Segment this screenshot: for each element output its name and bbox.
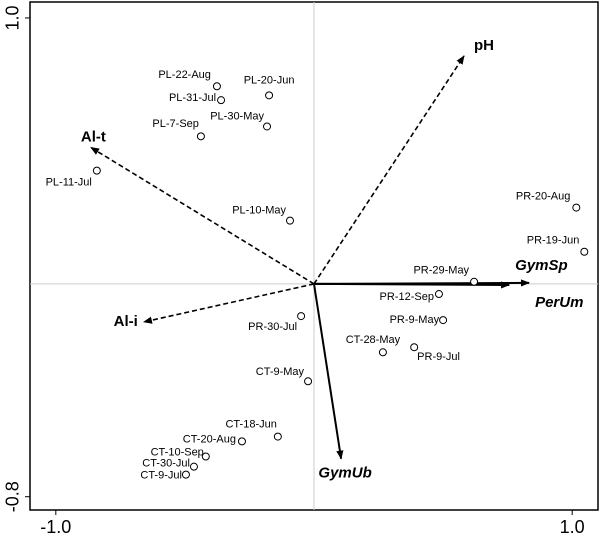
point-label: PR-9-Jul xyxy=(417,351,460,363)
point xyxy=(304,377,313,386)
point xyxy=(410,343,419,352)
point xyxy=(263,122,272,131)
point xyxy=(580,247,589,256)
point-label: PR-29-May xyxy=(413,265,469,277)
y-tick-label: 1.0 xyxy=(3,5,23,30)
arrow xyxy=(142,283,315,324)
point-label: CT-9-Jul xyxy=(140,470,182,482)
point xyxy=(273,432,282,441)
x-tick-label: -1.0 xyxy=(40,517,71,537)
point-label: PR-19-Jun xyxy=(527,235,580,247)
arrow-label: GymSp xyxy=(515,257,568,274)
point xyxy=(189,462,198,471)
x-tick-label: 1.0 xyxy=(560,517,585,537)
point-label: PL-10-May xyxy=(232,205,286,217)
point-label: CT-20-Aug xyxy=(183,433,236,445)
point xyxy=(92,166,101,175)
point xyxy=(217,96,226,105)
point-label: PL-22-Aug xyxy=(158,69,211,81)
point xyxy=(201,452,210,461)
arrow-label: Al-t xyxy=(81,128,106,145)
point xyxy=(181,470,190,479)
point-label: PR-30-Jul xyxy=(248,321,297,333)
arrow xyxy=(313,279,530,287)
point-label: PL-31-Jul xyxy=(169,92,216,104)
arrow xyxy=(313,283,344,460)
point-label: CT-10-Sep xyxy=(151,446,204,458)
point-label: PR-12-Sep xyxy=(380,291,434,303)
point xyxy=(285,216,294,225)
point-label: CT-28-May xyxy=(346,334,401,346)
point xyxy=(196,132,205,141)
point xyxy=(265,91,274,100)
point xyxy=(212,82,221,91)
point xyxy=(237,437,246,446)
arrow-label: Al-i xyxy=(114,313,138,330)
point xyxy=(470,277,479,286)
point xyxy=(439,316,448,325)
point-label: CT-18-Jun xyxy=(225,418,276,430)
point-label: PR-20-Aug xyxy=(516,190,570,202)
point-label: PL-11-Jul xyxy=(46,177,92,189)
point-label: PL-20-Jun xyxy=(244,74,295,86)
point xyxy=(378,348,387,357)
point-label: CT-9-May xyxy=(256,366,305,378)
point xyxy=(297,312,306,321)
point-label: PL-30-May xyxy=(210,110,264,122)
point-label: PL-7-Sep xyxy=(152,118,198,130)
arrow-label: PerUm xyxy=(535,294,583,311)
point-label: PR-9-May xyxy=(390,314,440,326)
arrow-label: GymUb xyxy=(318,465,371,482)
point xyxy=(572,203,581,212)
arrow xyxy=(313,55,465,285)
y-tick-label: -0.8 xyxy=(3,481,23,512)
point xyxy=(434,290,443,299)
arrow-label: pH xyxy=(474,37,494,54)
point-label: CT-30-Jul xyxy=(142,458,190,470)
arrow xyxy=(90,146,315,285)
